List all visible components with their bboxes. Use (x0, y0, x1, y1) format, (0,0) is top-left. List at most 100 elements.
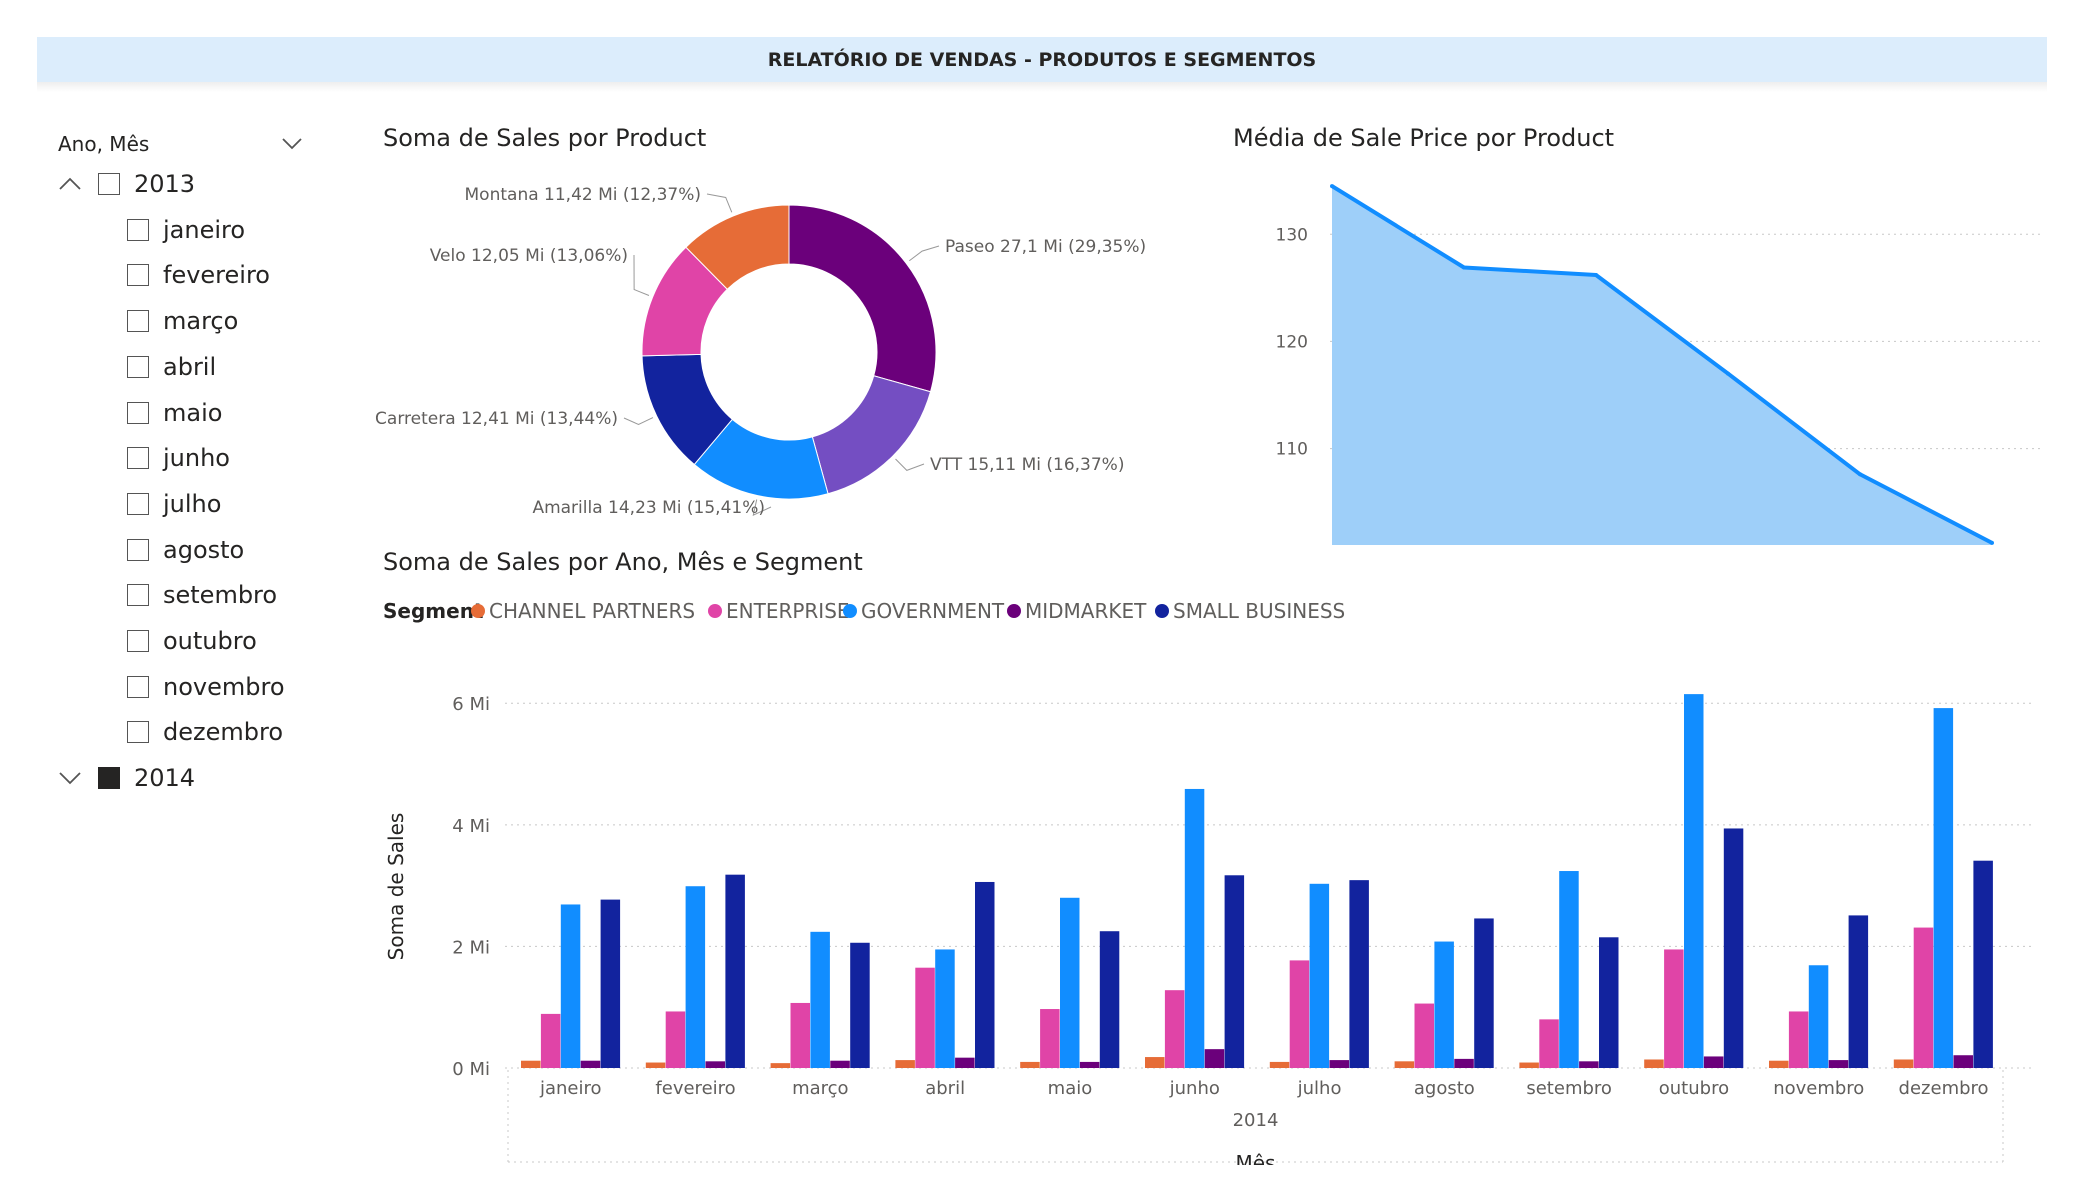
bar-midmarket[interactable] (1329, 1060, 1350, 1068)
bar-midmarket[interactable] (1828, 1060, 1849, 1068)
area-point[interactable] (1330, 184, 1334, 189)
bar-channel-partners[interactable] (1394, 1061, 1415, 1068)
bar-midmarket[interactable] (1703, 1056, 1724, 1068)
area-point[interactable] (1726, 371, 1730, 376)
bar-midmarket[interactable] (955, 1057, 975, 1068)
slicer-month-outubro[interactable]: outubro (127, 623, 257, 659)
slicer-month-setembro[interactable]: setembro (127, 577, 277, 613)
slicer-year-2013[interactable]: 2013 (58, 166, 195, 202)
bar-small-business[interactable] (1349, 880, 1369, 1068)
bar-channel-partners[interactable] (1644, 1059, 1664, 1068)
checkbox[interactable] (127, 310, 149, 333)
bar-midmarket[interactable] (1204, 1049, 1225, 1068)
bar-small-business[interactable] (1973, 860, 1993, 1068)
bar-channel-partners[interactable] (1769, 1060, 1789, 1068)
slicer-month-dezembro[interactable]: dezembro (127, 714, 283, 750)
slicer-month-abril[interactable]: abril (127, 349, 216, 385)
chevron-down-icon[interactable] (58, 766, 82, 790)
checkbox[interactable] (98, 767, 120, 790)
bar-channel-partners[interactable] (521, 1060, 541, 1068)
bar-small-business[interactable] (975, 881, 995, 1068)
bar-government[interactable] (935, 949, 955, 1068)
chevron-up-icon[interactable] (58, 172, 82, 196)
bar-government[interactable] (1559, 871, 1579, 1068)
bar-midmarket[interactable] (705, 1061, 726, 1068)
bar-government[interactable] (560, 904, 581, 1068)
checkbox[interactable] (127, 721, 149, 744)
bar-midmarket[interactable] (1953, 1055, 1974, 1068)
checkbox[interactable] (127, 447, 149, 470)
checkbox[interactable] (127, 584, 149, 607)
checkbox[interactable] (127, 355, 149, 378)
bar-small-business[interactable] (1599, 937, 1619, 1068)
checkbox[interactable] (127, 538, 149, 561)
bar-government[interactable] (1184, 788, 1205, 1068)
bar-channel-partners[interactable] (1020, 1061, 1040, 1068)
area-point[interactable] (1858, 472, 1862, 477)
bar-government[interactable] (1309, 883, 1330, 1068)
slicer-year-2014[interactable]: 2014 (58, 760, 195, 796)
bar-midmarket[interactable] (1454, 1058, 1474, 1068)
bar-enterprise[interactable] (1040, 1009, 1060, 1068)
bar-government[interactable] (685, 886, 706, 1068)
bar-channel-partners[interactable] (1145, 1057, 1165, 1068)
bar-small-business[interactable] (1848, 915, 1869, 1068)
donut-slice-vtt[interactable] (811, 375, 932, 495)
bar-government[interactable] (1060, 897, 1080, 1068)
slicer-month-junho[interactable]: junho (127, 440, 230, 476)
area-point[interactable] (1594, 273, 1598, 277)
bar-government[interactable] (1434, 941, 1454, 1068)
bar-channel-partners[interactable] (770, 1063, 791, 1068)
checkbox[interactable] (127, 492, 149, 515)
bar-enterprise[interactable] (915, 967, 935, 1068)
legend-item-midmarket[interactable]: MIDMARKET (1025, 599, 1147, 623)
donut-slice-montana[interactable] (685, 204, 790, 290)
slicer-month-fevereiro[interactable]: fevereiro (127, 257, 270, 293)
bar-midmarket[interactable] (830, 1060, 850, 1068)
bar-enterprise[interactable] (540, 1013, 561, 1068)
bar-small-business[interactable] (725, 874, 745, 1068)
slicer-month-janeiro[interactable]: janeiro (127, 212, 245, 248)
donut-slice-paseo[interactable] (788, 204, 937, 393)
bar-channel-partners[interactable] (895, 1060, 915, 1068)
area-line[interactable] (1330, 184, 1993, 545)
bar-midmarket[interactable] (580, 1060, 601, 1068)
slicer-month-novembro[interactable]: novembro (127, 669, 285, 705)
legend-item-government[interactable]: GOVERNMENT (861, 599, 1005, 623)
legend-item-enterprise[interactable]: ENTERPRISE (726, 599, 850, 623)
checkbox[interactable] (127, 264, 149, 287)
bar-enterprise[interactable] (665, 1011, 686, 1068)
slicer-month-maio[interactable]: maio (127, 395, 222, 431)
bar-enterprise[interactable] (1664, 949, 1684, 1068)
bar-government[interactable] (1684, 694, 1704, 1068)
bar-small-business[interactable] (1474, 918, 1494, 1068)
bar-midmarket[interactable] (1079, 1061, 1100, 1068)
checkbox[interactable] (127, 218, 149, 241)
bar-small-business[interactable] (1224, 875, 1245, 1068)
bar-government[interactable] (1933, 708, 1954, 1068)
checkbox[interactable] (98, 173, 120, 195)
bar-enterprise[interactable] (1164, 990, 1185, 1068)
bar-enterprise[interactable] (790, 1002, 811, 1068)
legend-item-small-business[interactable]: SMALL BUSINESS (1173, 599, 1345, 623)
area-point[interactable] (1462, 265, 1466, 270)
bar-government[interactable] (1808, 965, 1829, 1068)
bar-channel-partners[interactable] (1893, 1059, 1914, 1068)
area-point[interactable] (1990, 540, 1994, 545)
bar-small-business[interactable] (1099, 931, 1120, 1068)
bar-enterprise[interactable] (1913, 927, 1934, 1068)
slicer-month-julho[interactable]: julho (127, 486, 221, 522)
slicer-month-agosto[interactable]: agosto (127, 532, 244, 568)
chevron-down-icon[interactable] (281, 137, 303, 151)
bar-small-business[interactable] (600, 899, 621, 1068)
bar-enterprise[interactable] (1539, 1019, 1559, 1068)
bar-channel-partners[interactable] (645, 1062, 666, 1068)
bar-small-business[interactable] (1723, 828, 1744, 1068)
bar-government[interactable] (810, 931, 830, 1068)
checkbox[interactable] (127, 630, 149, 652)
legend-item-channel-partners[interactable]: CHANNEL PARTNERS (489, 599, 695, 623)
checkbox[interactable] (127, 675, 149, 698)
slicer-month-março[interactable]: março (127, 303, 238, 339)
bar-small-business[interactable] (850, 942, 870, 1068)
bar-channel-partners[interactable] (1269, 1061, 1290, 1068)
